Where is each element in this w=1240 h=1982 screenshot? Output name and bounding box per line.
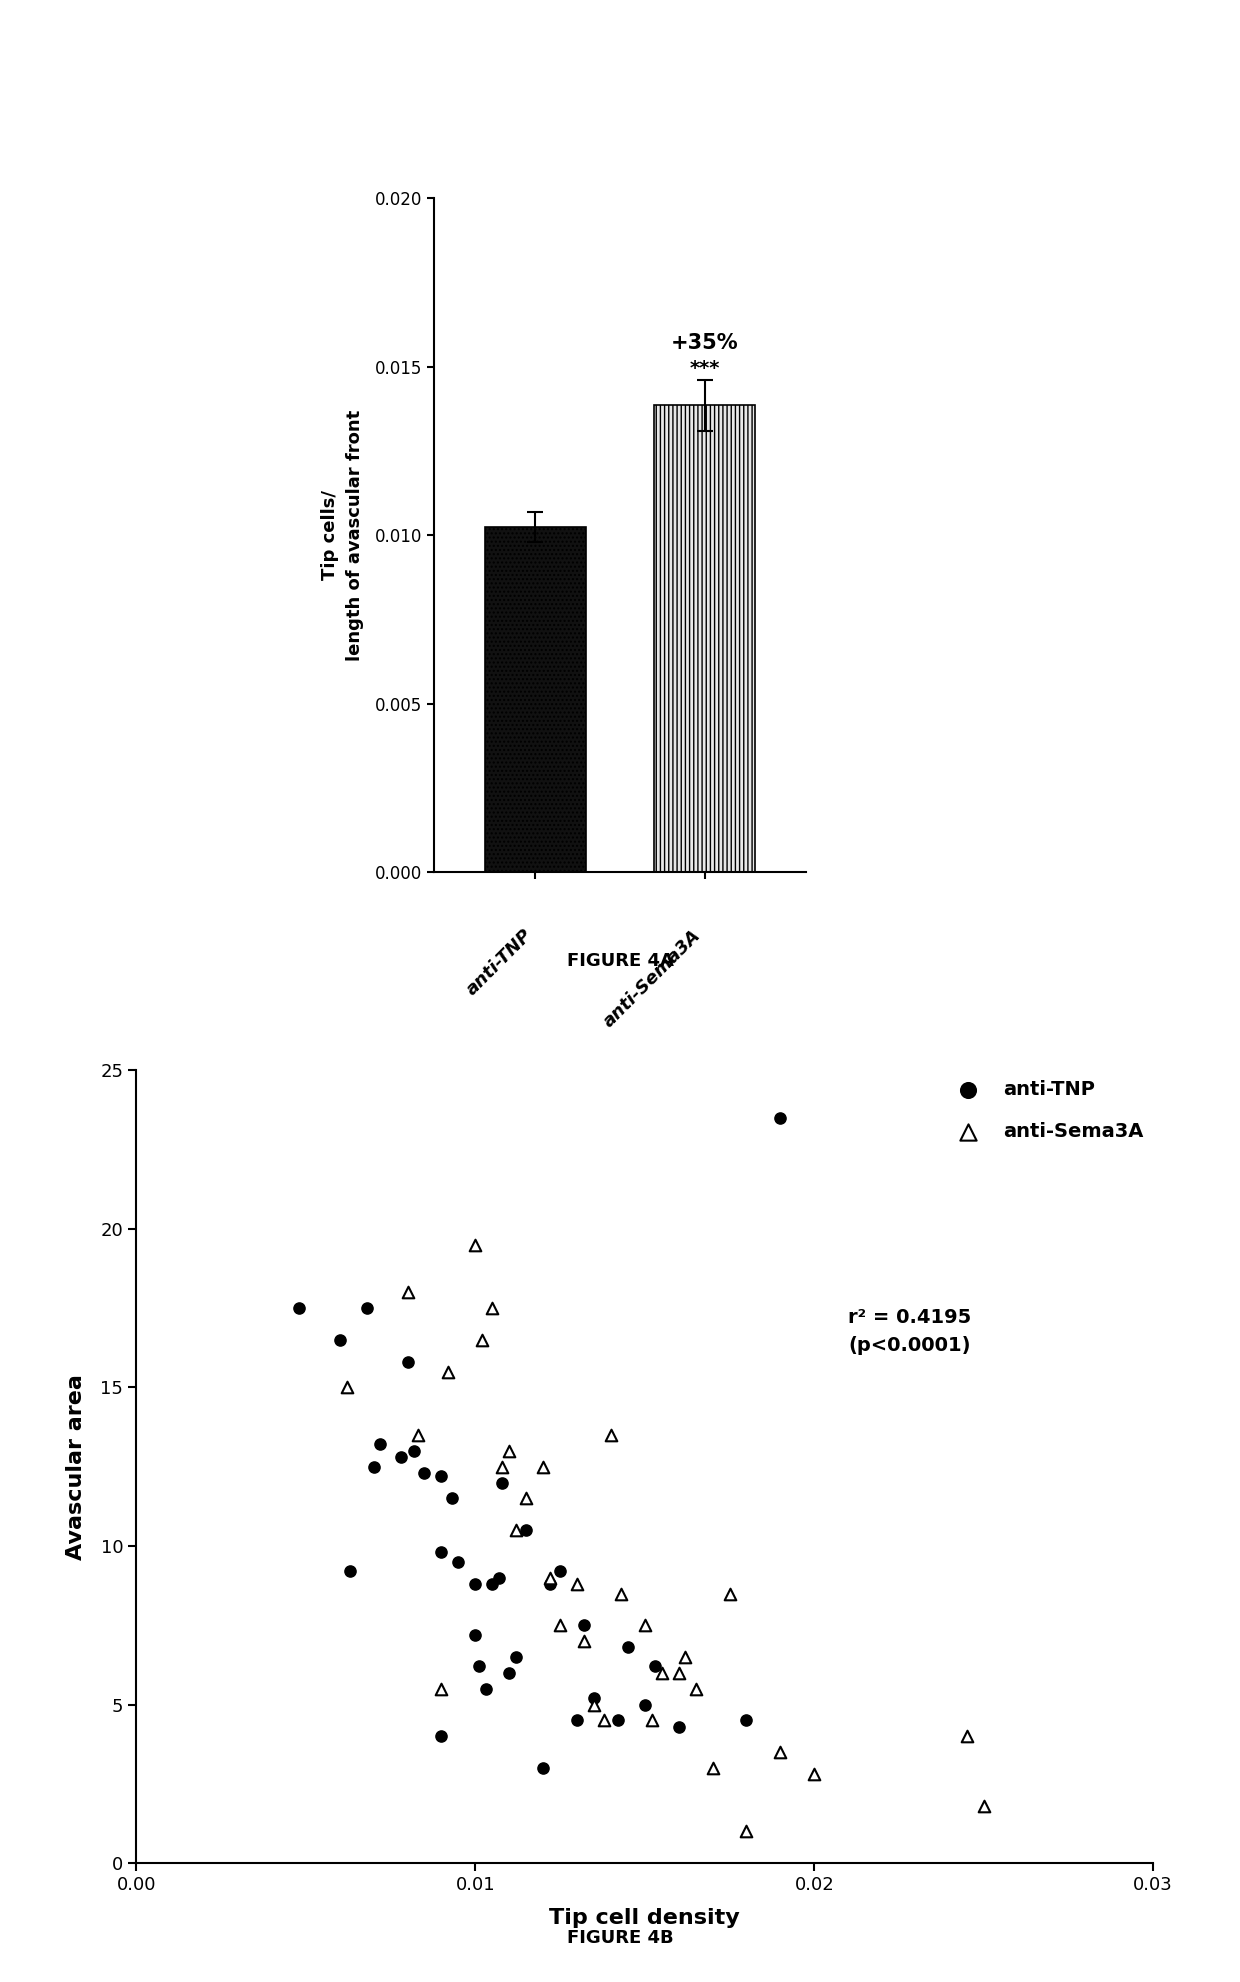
anti-Sema3A <box>584 1689 604 1720</box>
anti-Sema3A <box>973 1790 993 1821</box>
anti-TNP <box>539 1568 559 1599</box>
anti-Sema3A <box>641 1705 661 1736</box>
anti-Sema3A <box>611 1578 631 1609</box>
anti-TNP <box>371 1429 391 1461</box>
anti-TNP <box>432 1461 451 1492</box>
anti-TNP <box>330 1324 350 1356</box>
anti-TNP <box>608 1705 627 1736</box>
anti-TNP <box>645 1651 665 1683</box>
Text: +35%: +35% <box>671 333 738 353</box>
anti-Sema3A <box>601 1419 621 1451</box>
anti-Sema3A <box>551 1609 570 1641</box>
Bar <box>653 406 755 872</box>
Y-axis label: Tip cells/
length of avascular front: Tip cells/ length of avascular front <box>321 410 363 660</box>
anti-TNP <box>363 1451 383 1483</box>
anti-TNP <box>492 1467 512 1498</box>
anti-TNP <box>432 1536 451 1568</box>
anti-Sema3A <box>482 1292 502 1324</box>
anti-Sema3A <box>500 1435 520 1467</box>
anti-TNP <box>516 1514 536 1546</box>
anti-Sema3A <box>408 1419 428 1451</box>
Bar <box>485 527 587 872</box>
anti-Sema3A <box>770 1736 790 1768</box>
anti-TNP <box>506 1641 526 1673</box>
anti-TNP <box>567 1705 587 1736</box>
anti-TNP <box>584 1683 604 1714</box>
anti-Sema3A <box>686 1673 706 1705</box>
Text: r² = 0.4195
(p<0.0001): r² = 0.4195 (p<0.0001) <box>848 1308 971 1356</box>
anti-TNP <box>489 1562 508 1594</box>
anti-TNP <box>469 1651 489 1683</box>
anti-TNP <box>533 1752 553 1784</box>
Text: FIGURE 4B: FIGURE 4B <box>567 1928 673 1948</box>
anti-Sema3A <box>465 1229 485 1261</box>
anti-TNP <box>441 1483 461 1514</box>
anti-Sema3A <box>539 1562 559 1594</box>
anti-Sema3A <box>398 1276 418 1308</box>
anti-Sema3A <box>676 1641 696 1673</box>
anti-Sema3A <box>668 1657 688 1689</box>
Text: anti-TNP: anti-TNP <box>463 926 536 999</box>
anti-Sema3A <box>516 1483 536 1514</box>
anti-Sema3A <box>472 1324 492 1356</box>
anti-TNP <box>618 1631 637 1663</box>
anti-TNP <box>414 1457 434 1488</box>
anti-TNP <box>404 1435 424 1467</box>
anti-TNP <box>770 1102 790 1134</box>
anti-TNP <box>340 1556 360 1588</box>
anti-TNP <box>737 1705 756 1736</box>
anti-Sema3A <box>635 1609 655 1641</box>
anti-Sema3A <box>432 1673 451 1705</box>
Text: anti-Sema3A: anti-Sema3A <box>600 926 704 1031</box>
Legend: anti-TNP, anti-Sema3A: anti-TNP, anti-Sema3A <box>949 1080 1143 1142</box>
anti-TNP <box>391 1441 410 1473</box>
anti-Sema3A <box>533 1451 553 1483</box>
anti-Sema3A <box>703 1752 723 1784</box>
Text: ***: *** <box>689 359 719 379</box>
Y-axis label: Avascular area: Avascular area <box>66 1374 87 1560</box>
anti-Sema3A <box>805 1758 825 1790</box>
anti-TNP <box>500 1657 520 1689</box>
anti-TNP <box>476 1673 496 1705</box>
anti-TNP <box>482 1568 502 1599</box>
anti-TNP <box>289 1292 309 1324</box>
anti-TNP <box>668 1710 688 1742</box>
anti-TNP <box>465 1568 485 1599</box>
X-axis label: Tip cell density: Tip cell density <box>549 1909 740 1928</box>
anti-TNP <box>432 1720 451 1752</box>
anti-Sema3A <box>957 1720 977 1752</box>
anti-Sema3A <box>594 1705 614 1736</box>
anti-Sema3A <box>492 1451 512 1483</box>
anti-TNP <box>449 1546 469 1578</box>
anti-TNP <box>635 1689 655 1720</box>
anti-TNP <box>357 1292 377 1324</box>
anti-Sema3A <box>438 1356 458 1387</box>
Text: FIGURE 4A: FIGURE 4A <box>567 951 673 971</box>
anti-TNP <box>551 1556 570 1588</box>
anti-Sema3A <box>506 1514 526 1546</box>
anti-TNP <box>574 1609 594 1641</box>
anti-Sema3A <box>737 1816 756 1847</box>
anti-Sema3A <box>336 1372 356 1403</box>
anti-Sema3A <box>652 1657 672 1689</box>
anti-Sema3A <box>719 1578 739 1609</box>
anti-TNP <box>398 1346 418 1377</box>
anti-Sema3A <box>574 1625 594 1657</box>
anti-TNP <box>465 1619 485 1651</box>
anti-Sema3A <box>567 1568 587 1599</box>
